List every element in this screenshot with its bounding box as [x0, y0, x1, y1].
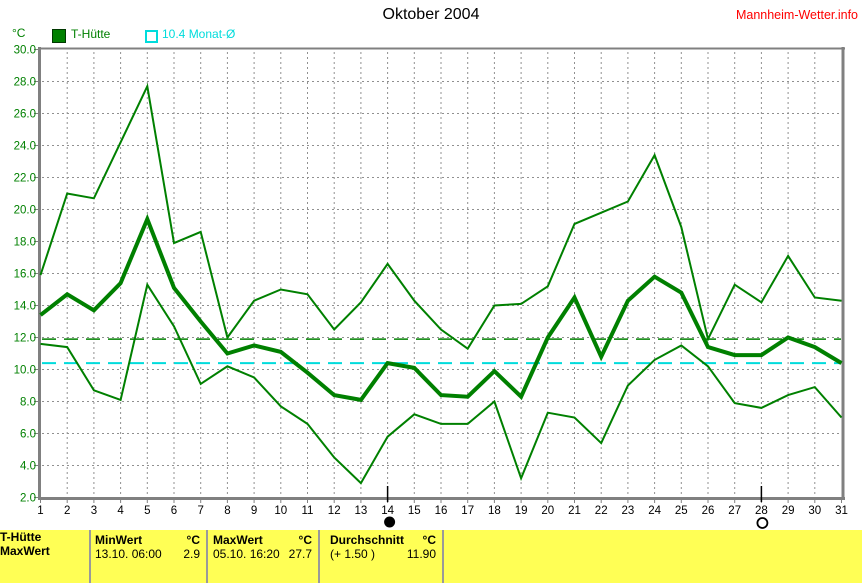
minwert-header: MinWert — [95, 533, 143, 547]
full-moon-icon — [756, 517, 769, 529]
x-tick-label: 6 — [171, 505, 177, 517]
durchschnitt-anomaly: (+ 1.50 ) — [330, 547, 376, 561]
durchschnitt-unit: °C — [422, 533, 436, 547]
x-tick-label: 1 — [37, 505, 43, 517]
maxwert-datetime: 05.10. 16:20 — [213, 547, 280, 561]
y-tick-label: 22.0 — [14, 173, 36, 185]
x-tick-label: 17 — [461, 505, 474, 517]
y-tick-label: 4.0 — [20, 461, 36, 473]
x-tick-label: 16 — [435, 505, 448, 517]
maxwert-header: MaxWert — [213, 533, 263, 547]
x-tick-label: 4 — [117, 505, 124, 517]
x-tick-label: 23 — [622, 505, 635, 517]
series-row-label: T-Hütte — [0, 530, 42, 544]
y-tick-label: 14.0 — [14, 301, 36, 313]
x-tick-label: 13 — [355, 505, 368, 517]
y-tick-label: 20.0 — [14, 205, 36, 217]
y-tick-label: 2.0 — [20, 493, 36, 505]
maxwert-column: MaxWert °C 05.10. 16:20 27.7 — [213, 533, 312, 580]
x-tick-label: 30 — [808, 505, 821, 517]
series-line-min — [40, 282, 843, 485]
stats-table: T-Hütte MaxWert MinWert °C 13.10. 06:00 … — [0, 530, 862, 583]
y-tick-label: 18.0 — [14, 237, 36, 249]
x-tick-label: 24 — [648, 505, 661, 517]
chart-title: Oktober 2004 — [382, 6, 480, 23]
table-separator — [206, 530, 208, 583]
durchschnitt-column: Durchschnitt °C (+ 1.50 ) 11.90 — [330, 533, 436, 580]
new-moon-icon — [384, 516, 396, 528]
x-tick-label: 18 — [488, 505, 501, 517]
y-tick-label: 16.0 — [14, 269, 36, 281]
minwert-unit: °C — [186, 533, 200, 547]
durchschnitt-header: Durchschnitt — [330, 533, 405, 547]
table-separator — [442, 530, 444, 583]
legend-swatch-t-huette — [52, 29, 66, 43]
y-tick-label: 30.0 — [14, 45, 36, 57]
y-tick-label: 8.0 — [20, 397, 36, 409]
x-tick-label: 8 — [224, 505, 230, 517]
maxwert-unit: °C — [298, 533, 312, 547]
minwert-datetime: 13.10. 06:00 — [95, 547, 162, 561]
x-tick-label: 9 — [251, 505, 257, 517]
series-row-label: MaxWert — [0, 544, 50, 558]
table-row-labels: T-Hütte MaxWert — [0, 530, 78, 558]
x-tick-label: 2 — [64, 505, 70, 517]
x-tick-label: 21 — [568, 505, 581, 517]
x-tick-label: 27 — [728, 505, 741, 517]
table-separator — [318, 530, 320, 583]
maxwert-value: 27.7 — [288, 547, 312, 561]
x-tick-label: 25 — [675, 505, 688, 517]
minwert-value: 2.9 — [183, 547, 200, 561]
y-tick-label: 24.0 — [14, 141, 36, 153]
x-tick-label: 28 — [755, 505, 768, 517]
x-tick-label: 14 — [381, 505, 394, 517]
x-tick-label: 15 — [408, 505, 421, 517]
x-tick-label: 7 — [197, 505, 203, 517]
x-tick-label: 3 — [91, 505, 97, 517]
x-tick-label: 26 — [702, 505, 715, 517]
x-tick-label: 22 — [595, 505, 608, 517]
x-tick-label: 19 — [515, 505, 528, 517]
legend-label-t-huette: T-Hütte — [71, 27, 111, 41]
durchschnitt-value: 11.90 — [406, 547, 436, 561]
y-tick-label: 6.0 — [20, 429, 36, 441]
y-tick-label: 10.0 — [14, 365, 36, 377]
y-tick-label: 28.0 — [14, 77, 36, 89]
y-tick-label: 12.0 — [14, 333, 36, 345]
y-axis-unit-label: °C — [12, 26, 26, 40]
x-tick-label: 31 — [835, 505, 848, 517]
x-tick-label: 29 — [782, 505, 795, 517]
x-tick-label: 20 — [541, 505, 554, 517]
x-tick-label: 11 — [302, 505, 314, 517]
brand-link[interactable]: Mannheim-Wetter.info — [735, 8, 858, 22]
table-separator — [89, 530, 91, 583]
minwert-column: MinWert °C 13.10. 06:00 2.9 — [95, 533, 200, 580]
legend-label-monats-durchschnitt: 10.4 Monat-Ø — [162, 27, 236, 41]
y-tick-label: 26.0 — [14, 109, 36, 121]
series-line-max — [39, 83, 842, 351]
series-line-mittel — [39, 213, 843, 403]
legend-swatch-monats-durchschnitt — [145, 30, 158, 43]
x-tick-label: 12 — [328, 505, 341, 517]
x-tick-label: 10 — [274, 505, 287, 517]
x-tick-label: 5 — [144, 505, 150, 517]
